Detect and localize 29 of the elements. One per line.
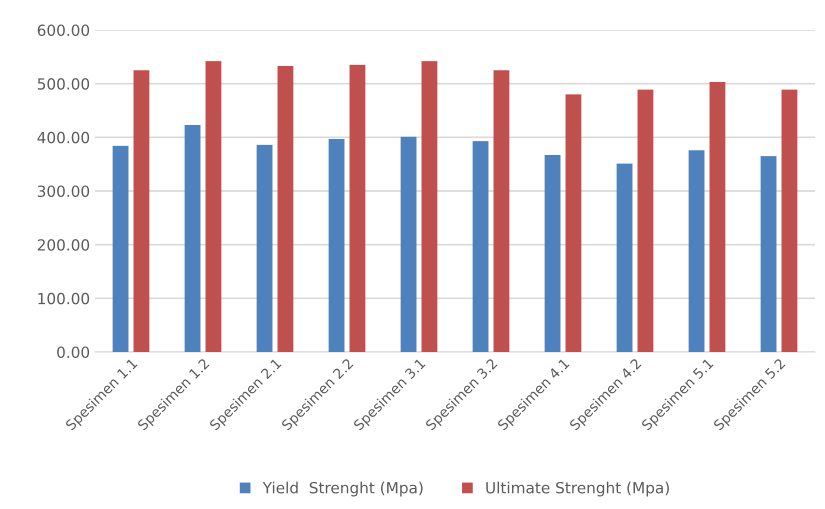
bar (638, 90, 654, 352)
bar (134, 70, 150, 352)
bar (760, 156, 776, 352)
y-tick-label: 600.00 (38, 24, 90, 36)
bar (616, 164, 632, 352)
y-tick-label: 500.00 (38, 78, 90, 90)
bar (400, 136, 416, 352)
legend-label: Ultimate Strenght (Mpa) (486, 482, 669, 496)
bar (494, 70, 510, 352)
bar (422, 61, 438, 352)
legend-label: Yield Strenght (Mpa) (262, 482, 423, 496)
y-tick-label: 400.00 (37, 132, 90, 144)
y-tick-label: 0.00 (57, 346, 90, 358)
bar (256, 144, 272, 352)
bar (350, 64, 366, 352)
y-tick-label: 200.00 (38, 239, 90, 251)
bar (206, 61, 222, 352)
bar (688, 150, 704, 352)
bar (544, 155, 560, 352)
bar (566, 94, 582, 352)
y-tick-label: 300.00 (38, 185, 90, 198)
bar (472, 141, 488, 352)
bar (782, 90, 798, 352)
bar (328, 138, 344, 352)
y-tick-label: 100.00 (38, 292, 90, 304)
bar (710, 82, 726, 352)
bar (278, 66, 294, 352)
bar (184, 124, 200, 352)
bar (112, 146, 128, 352)
